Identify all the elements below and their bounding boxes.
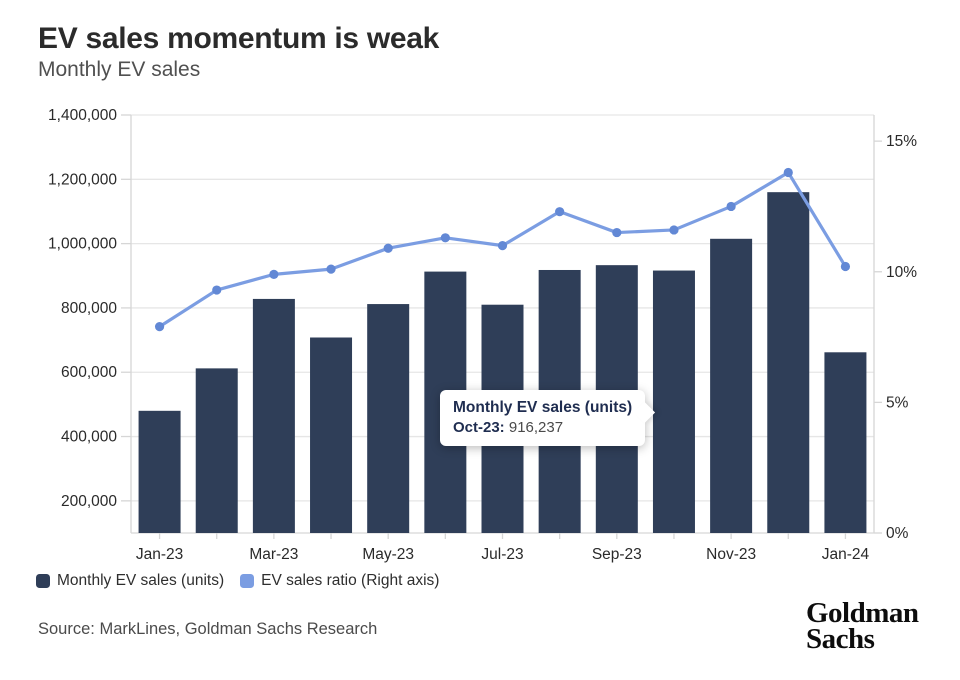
ratio-dot-Jun-23[interactable] (440, 233, 450, 243)
tooltip-label: Oct-23: (453, 419, 505, 436)
bar-May-23[interactable] (367, 304, 410, 533)
ratio-dot-Jul-23[interactable] (497, 241, 508, 251)
x-axis-label: Mar-23 (249, 546, 298, 563)
right-axis-label: 0% (886, 525, 909, 542)
ratio-dot-Nov-23[interactable] (726, 201, 736, 212)
right-axis-label: 15% (886, 133, 917, 150)
legend-item-monthly-ev-sales: Monthly EV sales (units) (36, 572, 224, 590)
left-axis-label: 1,000,000 (48, 236, 117, 253)
x-axis-label: Jan-24 (822, 546, 870, 563)
x-axis-label: Jul-23 (481, 546, 523, 563)
ratio-dot-Mar-23[interactable] (269, 269, 279, 279)
goldman-sachs-logo: Goldman Sachs (806, 597, 919, 655)
legend-item-ev-sales-ratio: EV sales ratio (Right axis) (240, 572, 439, 590)
bar-Nov-23[interactable] (710, 238, 753, 534)
left-axis-label: 1,200,000 (48, 171, 117, 188)
ratio-dot-Feb-23[interactable] (212, 285, 222, 295)
bar-Oct-23[interactable] (652, 270, 695, 533)
left-axis-label: 400,000 (61, 429, 117, 446)
bar-Mar-23[interactable] (252, 298, 295, 533)
bar-Apr-23[interactable] (310, 337, 353, 533)
page-title: EV sales momentum is weak (38, 22, 440, 55)
ratio-dot-Jan-24[interactable] (840, 261, 851, 272)
tooltip-title: Monthly EV sales (units) (453, 399, 633, 416)
ratio-dot-Dec-23[interactable] (783, 167, 793, 178)
left-axis-label: 600,000 (61, 364, 117, 381)
logo-line-2: Sachs (806, 623, 875, 655)
bar-Dec-23[interactable] (767, 192, 810, 533)
ratio-dot-May-23[interactable] (383, 243, 393, 253)
logo-line-1: Goldman (806, 597, 919, 629)
legend-swatch-bar (36, 574, 50, 588)
chart-tooltip: Monthly EV sales (units) Oct-23: 916,237 (440, 390, 656, 446)
right-axis-label: 10% (886, 264, 917, 281)
x-axis-label: Sep-23 (592, 546, 642, 563)
legend-swatch-line (240, 574, 255, 588)
left-axis-label: 1,400,000 (48, 107, 117, 124)
bar-Feb-23[interactable] (195, 368, 238, 533)
bar-Jan-23[interactable] (138, 410, 181, 533)
legend-label-bar: Monthly EV sales (units) (57, 572, 225, 589)
x-axis-label: May-23 (362, 546, 414, 563)
ratio-dot-Oct-23[interactable] (669, 225, 679, 235)
ratio-dot-Apr-23[interactable] (326, 264, 336, 274)
ratio-dot-Jan-23[interactable] (154, 322, 165, 332)
page-subtitle: Monthly EV sales (38, 58, 201, 81)
right-axis-label: 5% (886, 394, 909, 411)
ratio-dot-Sep-23[interactable] (612, 227, 622, 238)
source-text: Source: MarkLines, Goldman Sachs Researc… (38, 620, 378, 638)
x-axis-label: Jan-23 (136, 546, 183, 563)
bar-Jan-24[interactable] (824, 352, 867, 533)
tooltip-value: 916,237 (508, 419, 564, 436)
chart-legend: Monthly EV sales (units) EV sales ratio … (36, 572, 439, 590)
x-axis-label: Nov-23 (706, 546, 756, 563)
legend-label-line: EV sales ratio (Right axis) (261, 572, 440, 589)
ratio-dot-Aug-23[interactable] (555, 207, 565, 217)
left-axis-label: 200,000 (61, 493, 117, 510)
left-axis-label: 800,000 (61, 300, 117, 317)
tooltip-value-row: Oct-23: 916,237 (453, 418, 632, 438)
